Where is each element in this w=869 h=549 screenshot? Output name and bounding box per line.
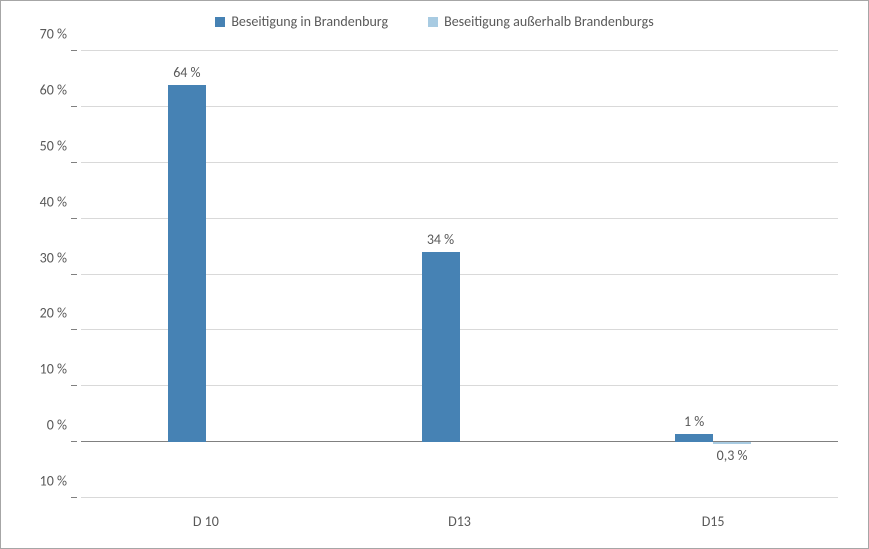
x-axis-label: D13 xyxy=(448,513,471,530)
y-tick xyxy=(71,162,77,163)
y-tick xyxy=(71,329,77,330)
chart-container: Beseitigung in Brandenburg Beseitigung a… xyxy=(0,0,869,549)
plot-area: 10 %0 %10 %20 %30 %40 %50 %60 %70 %D 10D… xyxy=(81,51,838,498)
y-axis-label: 0 % xyxy=(47,417,67,434)
y-axis-label: 10 % xyxy=(40,361,67,378)
data-label: 0,3 % xyxy=(717,447,748,464)
data-label: 34 % xyxy=(427,231,454,248)
legend-item-1: Beseitigung außerhalb Brandenburgs xyxy=(428,13,654,30)
y-axis-label: 10 % xyxy=(40,473,67,490)
legend: Beseitigung in Brandenburg Beseitigung a… xyxy=(1,13,868,30)
bar xyxy=(168,85,206,443)
grid-line xyxy=(81,50,838,51)
x-axis-label: D 10 xyxy=(193,513,219,530)
y-tick xyxy=(71,218,77,219)
x-axis-label: D15 xyxy=(702,513,725,530)
legend-label-1: Beseitigung außerhalb Brandenburgs xyxy=(444,13,654,30)
y-tick xyxy=(71,106,77,107)
bar xyxy=(675,434,713,442)
y-axis-label: 20 % xyxy=(40,305,67,322)
bar xyxy=(422,252,460,442)
y-axis-label: 70 % xyxy=(40,26,67,43)
y-tick xyxy=(71,50,77,51)
y-tick xyxy=(71,497,77,498)
y-axis-label: 40 % xyxy=(40,193,67,210)
bar xyxy=(713,442,751,444)
legend-swatch-1 xyxy=(428,17,438,27)
y-tick xyxy=(71,274,77,275)
y-tick xyxy=(71,441,77,442)
data-label: 64 % xyxy=(173,64,200,81)
y-axis-label: 60 % xyxy=(40,81,67,98)
y-axis-label: 30 % xyxy=(40,249,67,266)
grid-line xyxy=(81,497,838,498)
legend-swatch-0 xyxy=(215,17,225,27)
y-axis-label: 50 % xyxy=(40,137,67,154)
legend-item-0: Beseitigung in Brandenburg xyxy=(215,13,388,30)
legend-label-0: Beseitigung in Brandenburg xyxy=(231,13,388,30)
y-tick xyxy=(71,385,77,386)
data-label: 1 % xyxy=(684,413,704,430)
